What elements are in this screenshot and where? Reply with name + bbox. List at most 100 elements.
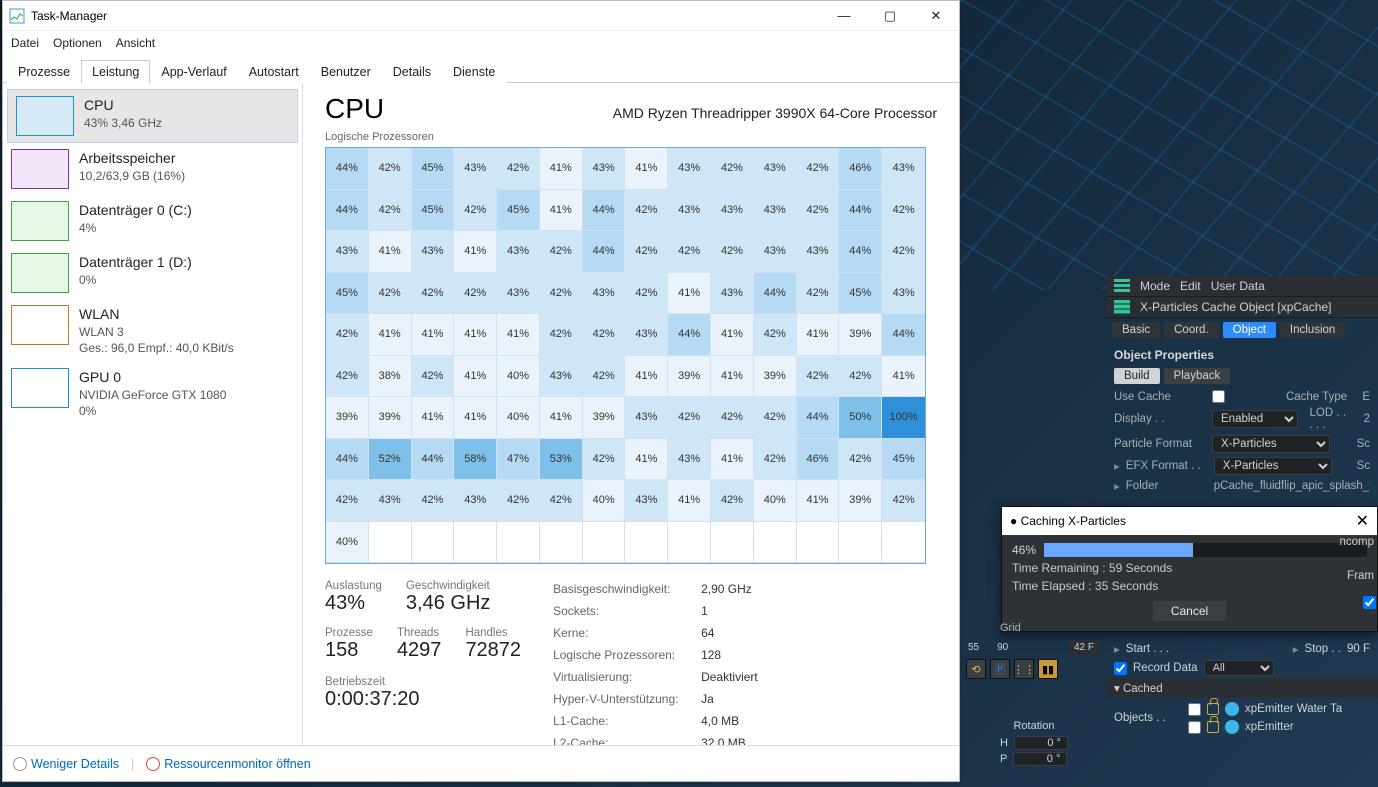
menu-item[interactable]: Datei — [11, 36, 39, 50]
sidebar-title: Datenträger 0 (C:) — [79, 201, 294, 220]
axis-label: P — [1000, 753, 1007, 765]
timeline-icon[interactable]: Ⓟ — [990, 659, 1010, 679]
tab-dienste[interactable]: Dienste — [442, 60, 506, 83]
core-cell: 43% — [497, 273, 540, 315]
sidebar-title: GPU 0 — [79, 368, 294, 387]
lock-icon — [1207, 703, 1219, 715]
record-select[interactable]: All — [1204, 660, 1274, 676]
attr-tab[interactable]: Coord. — [1164, 322, 1219, 338]
cached-header[interactable]: ▾ Cached — [1106, 678, 1378, 698]
titlebar[interactable]: Task-Manager — ▢ ✕ — [3, 1, 959, 31]
tab-benutzer[interactable]: Benutzer — [310, 60, 382, 83]
resmon-link[interactable]: Ressourcenmonitor öffnen — [164, 757, 310, 771]
core-cell: 39% — [754, 356, 797, 398]
perf-main: CPU AMD Ryzen Threadripper 3990X 64-Core… — [303, 83, 959, 745]
attr-tab[interactable]: Inclusion — [1280, 322, 1345, 338]
attr-tab[interactable]: Basic — [1112, 322, 1160, 338]
use-cache-checkbox[interactable] — [1212, 390, 1225, 403]
playback-button[interactable]: Playback — [1164, 368, 1231, 384]
object-header[interactable]: X-Particles Cache Object [xpCache] — [1106, 297, 1378, 318]
attr-tab[interactable]: Object — [1223, 322, 1276, 338]
build-button[interactable]: Build — [1114, 368, 1160, 384]
timeline-icon[interactable]: ⟲ — [966, 659, 986, 679]
core-cell: 42% — [326, 314, 369, 356]
progress-fill — [1044, 543, 1193, 557]
axis-label: H — [1000, 737, 1008, 749]
sidebar-subtext: Ges.: 96,0 Empf.: 40,0 KBit/s — [79, 340, 294, 356]
tab-app-verlauf[interactable]: App-Verlauf — [150, 60, 237, 83]
minimize-button[interactable]: — — [821, 1, 867, 31]
sidebar-thumb — [11, 305, 69, 345]
stat-val: 2,90 GHz — [701, 580, 752, 598]
obj-checkbox[interactable] — [1188, 703, 1201, 716]
timeline-icon[interactable]: ▮▮ — [1038, 659, 1058, 679]
cancel-button[interactable]: Cancel — [1153, 601, 1226, 621]
object-name: X-Particles Cache Object [xpCache] — [1140, 300, 1331, 314]
stat-key: Kerne: — [553, 624, 693, 642]
sidebar-item[interactable]: CPU43% 3,46 GHz — [7, 89, 298, 143]
core-cell: 41% — [454, 231, 497, 273]
menu-item[interactable]: Ansicht — [116, 36, 155, 50]
task-manager-window: Task-Manager — ▢ ✕ DateiOptionenAnsicht … — [2, 0, 960, 782]
stat-label: Auslastung — [325, 580, 382, 592]
core-cell: 46% — [797, 439, 840, 481]
core-cell: 46% — [839, 148, 882, 190]
core-cell: 42% — [711, 231, 754, 273]
object-row[interactable]: xpEmitter Water Ta — [1180, 700, 1370, 718]
core-cell: 39% — [839, 480, 882, 522]
core-cell: 42% — [797, 273, 840, 315]
stop-value: 90 F — [1347, 643, 1370, 655]
core-cell: 41% — [797, 314, 840, 356]
tab-leistung[interactable]: Leistung — [81, 60, 150, 83]
sidebar-item[interactable]: WLANWLAN 3Ges.: 96,0 Empf.: 40,0 KBit/s — [3, 299, 302, 362]
sidebar-thumb — [11, 149, 69, 189]
sidebar-item[interactable]: Datenträger 1 (D:)0% — [3, 247, 302, 299]
menu-item[interactable]: Mode — [1140, 279, 1170, 293]
maximize-button[interactable]: ▢ — [867, 1, 913, 31]
close-button[interactable]: ✕ — [913, 1, 959, 31]
task-manager-icon — [9, 8, 25, 24]
core-cell: 42% — [625, 231, 668, 273]
efx-format-select[interactable]: X-Particles — [1214, 457, 1332, 475]
axis-value[interactable]: 0 ° — [1013, 752, 1067, 766]
tab-autostart[interactable]: Autostart — [238, 60, 310, 83]
core-cell-empty — [583, 522, 626, 564]
tab-details[interactable]: Details — [382, 60, 442, 83]
core-cell: 43% — [454, 480, 497, 522]
sidebar-item[interactable]: GPU 0NVIDIA GeForce GTX 10800% — [3, 362, 302, 425]
dialog-titlebar[interactable]: ● Caching X-Particles ✕ — [1002, 507, 1377, 535]
core-cell: 42% — [625, 190, 668, 232]
menu-item[interactable]: Optionen — [53, 36, 102, 50]
sidebar-item[interactable]: Datenträger 0 (C:)4% — [3, 195, 302, 247]
sidebar-title: Datenträger 1 (D:) — [79, 253, 294, 272]
core-cell: 42% — [454, 190, 497, 232]
menu-item[interactable]: User Data — [1211, 279, 1265, 293]
core-cell: 47% — [497, 439, 540, 481]
panel-grip-icon[interactable] — [1114, 279, 1130, 293]
stat-value: 0:00:37:20 — [325, 688, 521, 711]
attrib-lower: ▸ Start . . . ▸ Stop . . 90 F Record Dat… — [1106, 640, 1378, 738]
sidebar-subtext: WLAN 3 — [79, 324, 294, 340]
record-checkbox[interactable] — [1114, 662, 1127, 675]
core-cell: 44% — [326, 148, 369, 190]
menu-item[interactable]: Edit — [1180, 279, 1201, 293]
axis-value[interactable]: 0 ° — [1014, 736, 1068, 750]
close-icon[interactable]: ✕ — [1356, 511, 1369, 531]
sidebar-thumb — [11, 368, 69, 408]
grid-label: Grid — [1000, 622, 1021, 634]
obj-checkbox[interactable] — [1188, 721, 1201, 734]
object-row[interactable]: xpEmitter — [1180, 718, 1370, 736]
particle-format-select[interactable]: X-Particles — [1212, 435, 1330, 453]
core-cell: 42% — [497, 148, 540, 190]
display-select[interactable]: Enabled — [1212, 410, 1298, 428]
check-icon[interactable] — [1363, 596, 1376, 612]
panel-menubar: Mode Edit User Data — [1106, 276, 1378, 297]
timeline-icon[interactable]: ⋮⋮ — [1014, 659, 1034, 679]
obj-name: xpEmitter Water Ta — [1245, 703, 1342, 715]
sidebar-item[interactable]: Arbeitsspeicher10,2/63,9 GB (16%) — [3, 143, 302, 195]
core-cell: 42% — [412, 273, 455, 315]
cores-grid[interactable]: 44%42%45%43%42%41%43%41%43%42%43%42%46%4… — [325, 147, 926, 564]
tab-prozesse[interactable]: Prozesse — [7, 60, 81, 83]
core-cell: 40% — [326, 522, 369, 564]
fewer-details-link[interactable]: Weniger Details — [31, 757, 119, 771]
